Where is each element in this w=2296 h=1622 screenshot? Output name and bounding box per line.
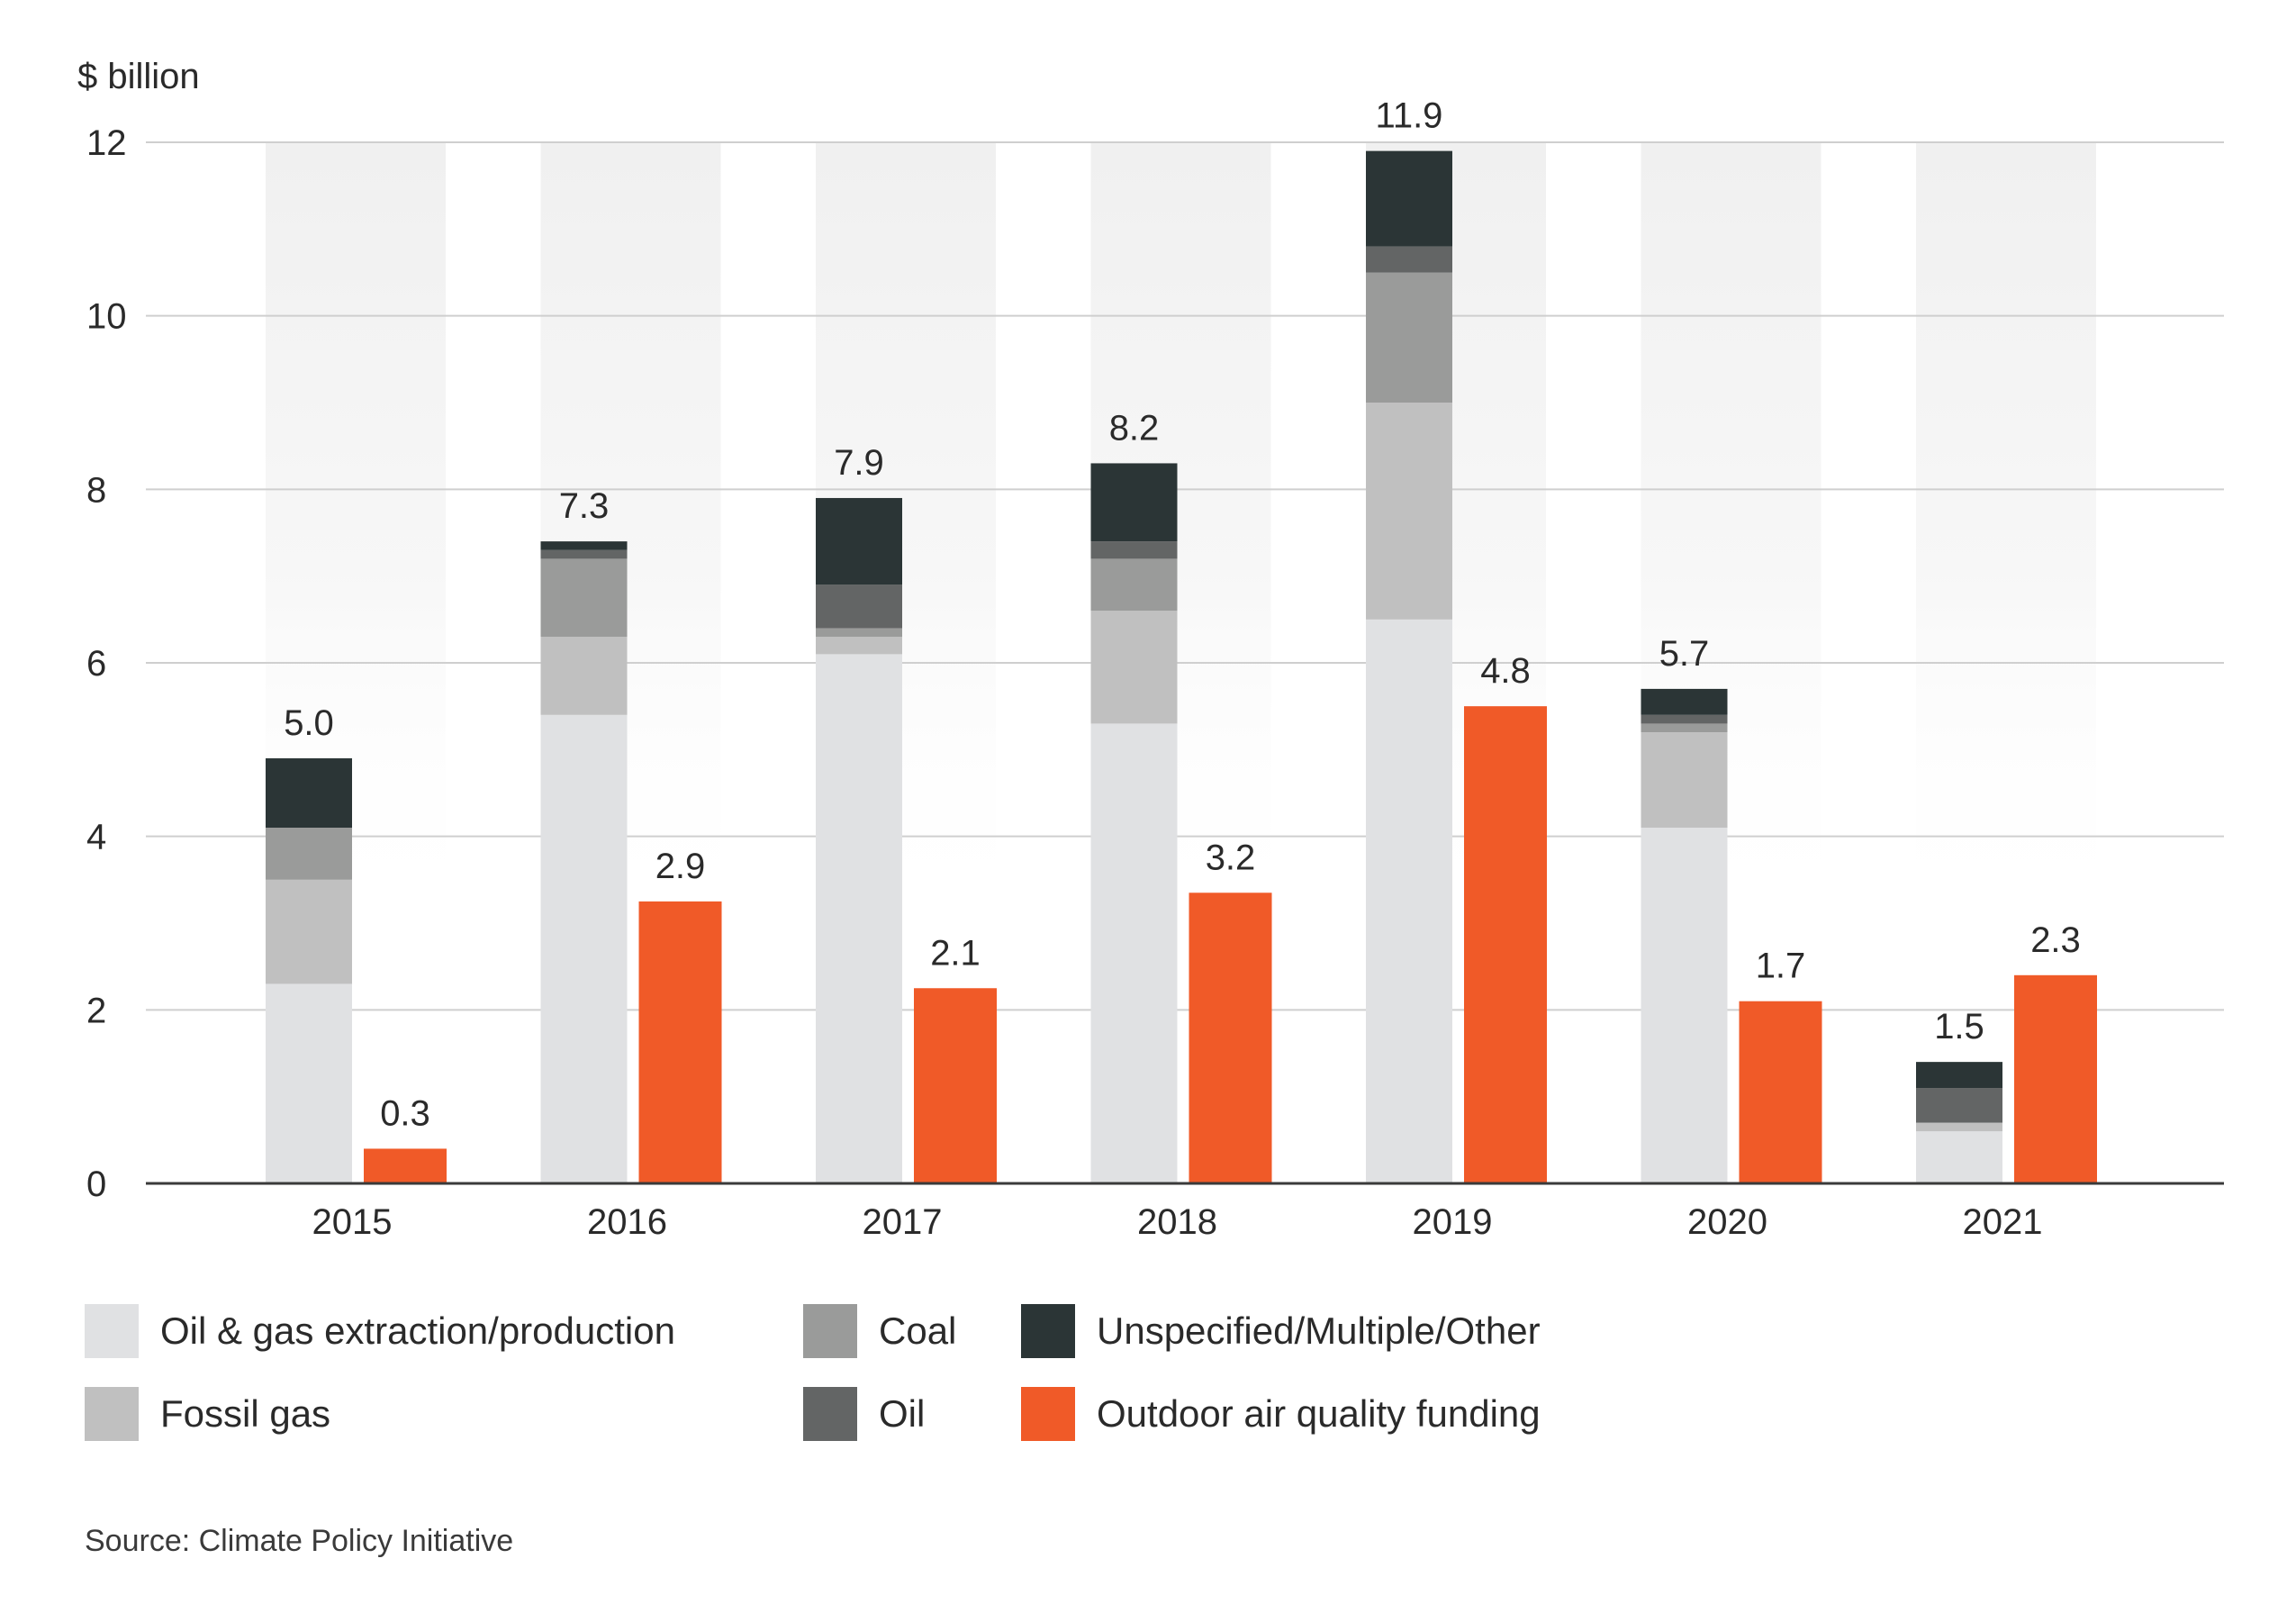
bar-2016-unspecified-multiple-other xyxy=(540,541,628,550)
bar-2019-fossil-gas xyxy=(1366,403,1452,620)
x-tick-label-2016: 2016 xyxy=(587,1202,667,1242)
bar-2015-coal xyxy=(266,828,352,880)
x-tick-label-2015: 2015 xyxy=(312,1202,393,1242)
y-tick-label-8: 8 xyxy=(86,470,106,510)
data-label-outdoor-2016: 2.9 xyxy=(655,847,706,886)
bar-2020-coal xyxy=(1641,723,1728,733)
legend-label-unspecified-multiple-other: Unspecified/Multiple/Other xyxy=(1097,1309,1541,1352)
bar-2021-oil-gas-extraction-production xyxy=(1916,1131,2002,1183)
bar-2021-outdoor-air-quality-funding xyxy=(2014,974,2097,1183)
bar-2018-oil xyxy=(1090,541,1178,559)
data-label-outdoor-2017: 2.1 xyxy=(930,933,981,973)
legend-label-oil: Oil xyxy=(879,1392,925,1435)
source-note: Source: Climate Policy Initiative xyxy=(85,1524,513,1558)
legend-swatch-oil-gas-extraction-production xyxy=(85,1304,139,1358)
bar-2019-outdoor-air-quality-funding xyxy=(1464,706,1547,1183)
legend-label-fossil-gas: Fossil gas xyxy=(160,1392,330,1435)
bar-2016-oil-gas-extraction-production xyxy=(540,714,628,1183)
data-label-stack-2021: 1.5 xyxy=(1934,1007,1984,1047)
x-tick-label-2020: 2020 xyxy=(1687,1202,1767,1242)
data-label-outdoor-2015: 0.3 xyxy=(380,1093,430,1133)
legend-swatch-coal xyxy=(803,1304,857,1358)
data-label-stack-2020: 5.7 xyxy=(1659,634,1710,674)
bar-2020-unspecified-multiple-other xyxy=(1641,688,1728,715)
data-label-stack-2015: 5.0 xyxy=(284,703,334,743)
bar-2015-unspecified-multiple-other xyxy=(266,757,352,829)
bar-2017-unspecified-multiple-other xyxy=(816,497,902,585)
bar-2020-oil-gas-extraction-production xyxy=(1641,828,1728,1183)
x-tick-label-2017: 2017 xyxy=(863,1202,943,1242)
bar-2015-fossil-gas xyxy=(266,879,352,984)
y-tick-label-4: 4 xyxy=(86,818,106,857)
legend-swatch-fossil-gas xyxy=(85,1387,139,1441)
bar-2016-outdoor-air-quality-funding xyxy=(638,901,722,1183)
y-tick-label-0: 0 xyxy=(86,1164,106,1204)
bar-2017-oil xyxy=(816,584,902,629)
data-label-outdoor-2019: 4.8 xyxy=(1480,651,1531,691)
bar-2018-coal xyxy=(1090,558,1178,612)
bar-2017-coal xyxy=(816,628,902,638)
bar-2016-oil xyxy=(540,549,628,559)
legend-swatch-outdoor-air-quality-funding xyxy=(1021,1387,1075,1441)
bar-2019-oil-gas-extraction-production xyxy=(1366,619,1452,1183)
bar-2020-outdoor-air-quality-funding xyxy=(1739,1001,1822,1183)
legend-label-coal: Coal xyxy=(879,1309,956,1352)
bar-2018-oil-gas-extraction-production xyxy=(1090,723,1178,1183)
bar-2016-fossil-gas xyxy=(540,637,628,715)
bar-2021-unspecified-multiple-other xyxy=(1916,1062,2002,1089)
y-tick-label-2: 2 xyxy=(86,991,106,1030)
data-label-outdoor-2020: 1.7 xyxy=(1756,947,1806,986)
bar-2018-unspecified-multiple-other xyxy=(1090,463,1178,542)
bar-2021-fossil-gas xyxy=(1916,1122,2002,1132)
legend-label-outdoor-air-quality-funding: Outdoor air quality funding xyxy=(1097,1392,1541,1435)
y-tick-label-6: 6 xyxy=(86,644,106,684)
y-axis-unit-label: $ billion xyxy=(77,57,200,96)
data-label-outdoor-2018: 3.2 xyxy=(1206,838,1256,877)
bar-2017-fossil-gas xyxy=(816,637,902,655)
bar-2015-outdoor-air-quality-funding xyxy=(364,1148,447,1183)
data-label-stack-2018: 8.2 xyxy=(1109,408,1160,448)
bar-2021-oil xyxy=(1916,1088,2002,1123)
bar-2017-oil-gas-extraction-production xyxy=(816,654,902,1183)
bar-2018-outdoor-air-quality-funding xyxy=(1189,893,1272,1183)
x-tick-label-2018: 2018 xyxy=(1137,1202,1217,1242)
bar-2016-coal xyxy=(540,558,628,638)
y-tick-label-12: 12 xyxy=(86,123,127,163)
x-tick-label-2019: 2019 xyxy=(1413,1202,1493,1242)
legend-swatch-unspecified-multiple-other xyxy=(1021,1304,1075,1358)
legend-label-oil-gas-extraction-production: Oil & gas extraction/production xyxy=(160,1309,675,1352)
bar-2020-oil xyxy=(1641,714,1728,724)
bar-2019-coal xyxy=(1366,272,1452,403)
bar-2019-unspecified-multiple-other xyxy=(1366,150,1452,247)
x-tick-label-2021: 2021 xyxy=(1963,1202,2043,1242)
bar-2020-fossil-gas xyxy=(1641,732,1728,829)
data-label-stack-2019: 11.9 xyxy=(1376,96,1443,136)
group-background-2021 xyxy=(1916,142,2096,923)
data-label-stack-2016: 7.3 xyxy=(559,486,610,526)
bar-2015-oil-gas-extraction-production xyxy=(266,983,352,1183)
bar-2018-fossil-gas xyxy=(1090,611,1178,724)
legend-swatch-oil xyxy=(803,1387,857,1441)
bar-2019-oil xyxy=(1366,246,1452,273)
data-label-stack-2017: 7.9 xyxy=(834,443,884,483)
y-tick-label-10: 10 xyxy=(86,297,127,337)
data-label-outdoor-2021: 2.3 xyxy=(2030,920,2081,960)
bar-2017-outdoor-air-quality-funding xyxy=(914,988,997,1183)
